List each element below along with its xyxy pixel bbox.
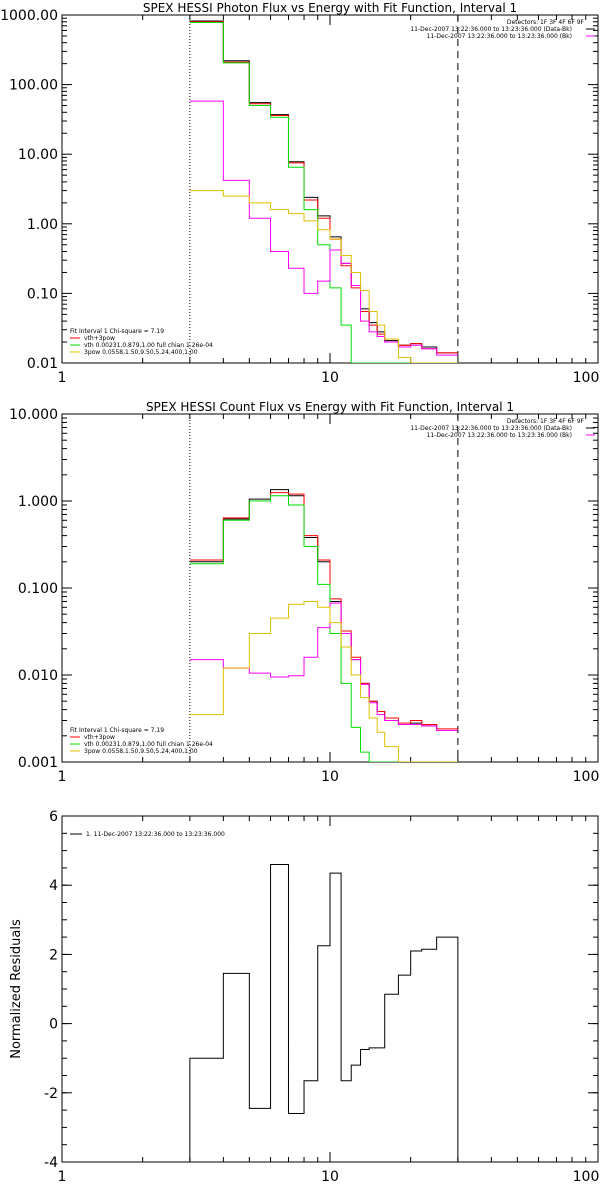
y-tick-label: 1000.00: [0, 8, 58, 24]
legend-entry: vth 0.00231,0.879,1.00 full chian 1.26e-…: [84, 741, 213, 748]
series-line-1: [189, 20, 458, 354]
header-line-1: Detectors: 1F 3F 4F 6F 9F: [507, 418, 585, 425]
x-tick-label: 10: [321, 370, 339, 386]
x-tick-label: 10: [321, 769, 339, 785]
y-tick-label: 0.100: [18, 581, 58, 597]
y-axis-label: Normalized Residuals: [9, 919, 24, 1059]
header-line-2: 11-Dec-2007 13:22:36.000 to 13:23:36.000…: [410, 26, 572, 33]
y-tick-label: -4: [44, 1155, 58, 1171]
x-tick-label: 100: [573, 1169, 600, 1185]
y-tick-label: 1.000: [18, 494, 58, 510]
y-tick-label: 10.00: [18, 147, 58, 163]
y-tick-label: 0: [49, 1017, 58, 1033]
y-tick-label: 0.010: [18, 668, 58, 684]
x-tick-label: 1: [58, 1169, 67, 1185]
y-tick-label: 2: [49, 947, 58, 963]
header-line-2: 11-Dec-2007 13:22:36.000 to 13:23:36.000…: [410, 425, 572, 432]
y-tick-label: 1.00: [27, 217, 58, 233]
plot-area: [189, 414, 459, 762]
plot-frame: [61, 14, 599, 364]
y-tick-label: 0.01: [27, 356, 58, 372]
legend-entry: 1. 11-Dec-2007 13:22:36.000 to 13:23:36.…: [86, 831, 225, 838]
legend-entry: vth 0.00231,0.879,1.00 full chian 1.26e-…: [84, 342, 213, 349]
x-tick-label: 10: [321, 1169, 339, 1185]
x-tick-label: 1: [58, 769, 67, 785]
legend-entry: vth+3pow: [84, 335, 115, 342]
legend-entry: 3pow 0.0558,1.50,9.50,5.24,400,1.00: [84, 349, 198, 356]
y-tick-label: 6: [49, 809, 58, 825]
chart-title: SPEX HESSI Photon Flux vs Energy with Fi…: [143, 1, 517, 15]
series-line-4: [189, 602, 458, 732]
series-line-1: [189, 863, 459, 1162]
legend-entry: 3pow 0.0558,1.50,9.50,5.24,400,1.00: [84, 748, 198, 755]
legend-title: Fit Interval 1 Chi-square = 7.19: [70, 328, 164, 335]
header-line-1: Detectors: 1F 3F 4F 6F 9F: [507, 19, 585, 26]
plot-frame: [61, 815, 599, 1163]
y-tick-label: -2: [44, 1086, 58, 1102]
x-tick-label: 100: [573, 769, 600, 785]
chart-1: SPEX HESSI Photon Flux vs Energy with Fi…: [0, 1, 599, 386]
y-tick-label: 0.10: [27, 286, 58, 302]
series-line-4: [189, 100, 458, 356]
series-line-2: [189, 492, 458, 730]
plot-area: [189, 15, 459, 363]
y-tick-label: 100.00: [9, 78, 58, 94]
y-tick-label: 0.001: [18, 755, 58, 771]
chart-2: SPEX HESSI Count Flux vs Energy with Fit…: [9, 400, 599, 785]
header-line-3: 11-Dec-2007 13:22:36.000 to 13:23:36.000…: [427, 432, 572, 439]
header-line-3: 11-Dec-2007 13:22:36.000 to 13:23:36.000…: [427, 33, 572, 40]
series-line-1: [189, 489, 458, 732]
series-line-2: [189, 21, 458, 354]
chart-title: SPEX HESSI Count Flux vs Energy with Fit…: [146, 400, 514, 414]
plot-area: [189, 863, 459, 1162]
y-tick-label: 4: [49, 878, 58, 894]
x-tick-label: 1: [58, 370, 67, 386]
x-tick-label: 100: [573, 370, 600, 386]
y-tick-label: 10.000: [9, 407, 58, 423]
series-line-3: [189, 22, 458, 363]
legend-entry: vth+3pow: [84, 734, 115, 741]
series-line-5: [189, 600, 458, 762]
series-line-5: [189, 190, 458, 363]
chart-3: 1 10 100 6 4 2 0 -2 -4 Normalized Residuals 1. 11-…: [9, 809, 599, 1185]
series-line-3: [189, 495, 458, 762]
legend-title: Fit Interval 1 Chi-square = 7.19: [70, 727, 164, 734]
